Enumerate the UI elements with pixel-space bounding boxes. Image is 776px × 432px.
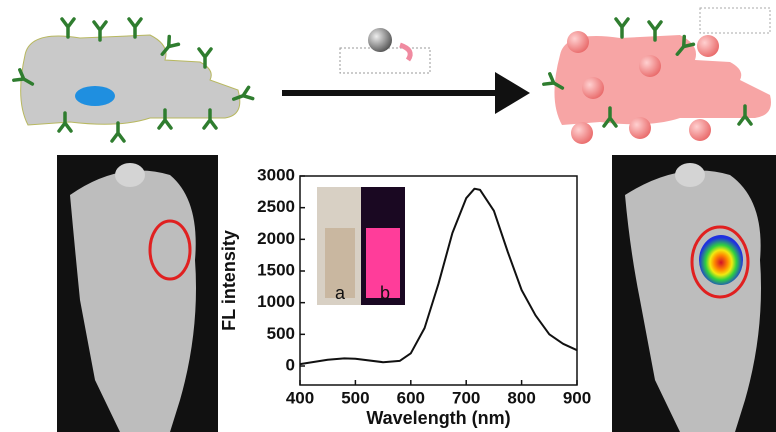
x-tick-label: 900 xyxy=(563,388,591,407)
mouse-image-left xyxy=(57,155,218,432)
x-tick-label: 500 xyxy=(341,388,369,407)
y-tick-label: 2000 xyxy=(257,229,295,248)
y-tick-label: 1500 xyxy=(257,260,295,279)
y-tick-label: 2500 xyxy=(257,197,295,216)
y-tick-label: 1000 xyxy=(257,292,295,311)
y-tick-label: 500 xyxy=(267,324,295,343)
x-tick-label: 600 xyxy=(397,388,425,407)
y-tick-label: 3000 xyxy=(257,165,295,184)
plot: 0 500 1000 1500 2000 2500 3000 400 500 600 700 800 9… xyxy=(219,165,591,427)
axes-frame xyxy=(299,175,578,386)
x-tick-label: 400 xyxy=(286,388,314,407)
mouse-image-right xyxy=(612,155,776,432)
inset-photo: a b xyxy=(317,187,405,305)
y-tick-label: 0 xyxy=(286,355,295,374)
x-axis-label: Wavelength (nm) xyxy=(366,408,510,428)
cell-diagram xyxy=(12,7,771,144)
y-axis-label: FL intensity xyxy=(219,230,239,331)
annotation: a xyxy=(335,283,346,303)
x-tick-label: 700 xyxy=(452,388,480,407)
annotation: b xyxy=(380,283,390,303)
x-tick-label: 800 xyxy=(507,388,535,407)
line xyxy=(299,187,578,366)
